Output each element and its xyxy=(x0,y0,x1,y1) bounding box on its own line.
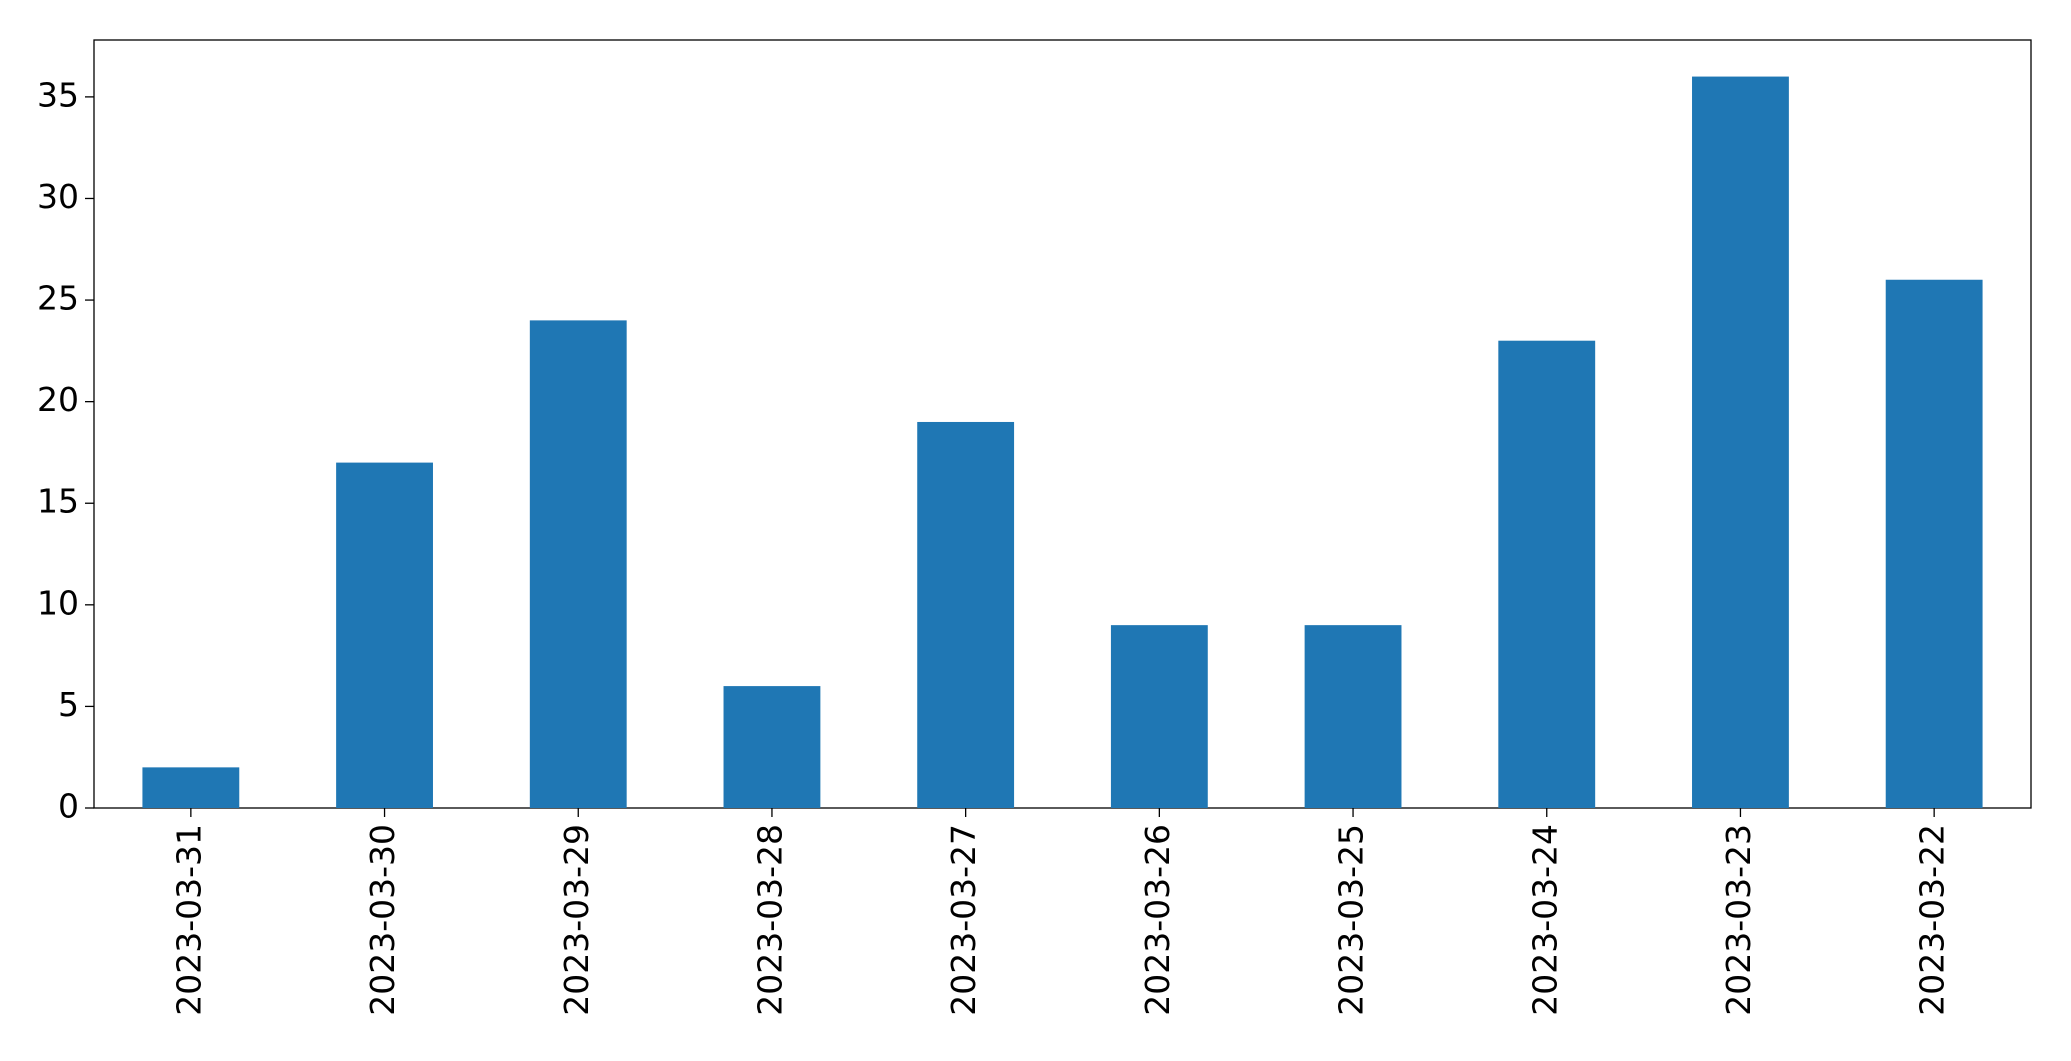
plot-frame xyxy=(93,39,2032,809)
x-tick-label: 2023-03-31 xyxy=(169,824,208,1016)
x-tick-label: 2023-03-30 xyxy=(363,824,402,1016)
x-tick-label: 2023-03-23 xyxy=(1719,824,1758,1016)
bar xyxy=(142,767,240,808)
x-tick-label: 2023-03-22 xyxy=(1913,824,1952,1016)
bar xyxy=(336,462,433,808)
x-tick-label: 2023-03-28 xyxy=(750,824,789,1016)
y-tick-label: 10 xyxy=(37,583,79,622)
bar xyxy=(1304,625,1402,808)
bar xyxy=(723,686,821,808)
y-tick-label: 15 xyxy=(37,482,79,521)
y-tick-label: 35 xyxy=(37,75,79,114)
y-tick-label: 0 xyxy=(58,787,79,826)
y-tick-label: 30 xyxy=(37,177,79,216)
bar xyxy=(1692,76,1789,809)
x-tick-label: 2023-03-25 xyxy=(1332,824,1371,1016)
y-tick-label: 25 xyxy=(37,279,79,318)
y-tick-label: 5 xyxy=(58,685,79,724)
bar xyxy=(917,421,1015,808)
bar xyxy=(1110,625,1208,808)
x-tick-label: 2023-03-29 xyxy=(557,824,596,1016)
x-tick-label: 2023-03-26 xyxy=(1138,824,1177,1016)
y-tick-label: 20 xyxy=(37,380,79,419)
bar xyxy=(1498,340,1596,808)
bar xyxy=(529,320,627,808)
bar xyxy=(1885,279,1983,808)
x-tick-label: 2023-03-24 xyxy=(1525,824,1564,1016)
x-tick-label: 2023-03-27 xyxy=(944,824,983,1016)
